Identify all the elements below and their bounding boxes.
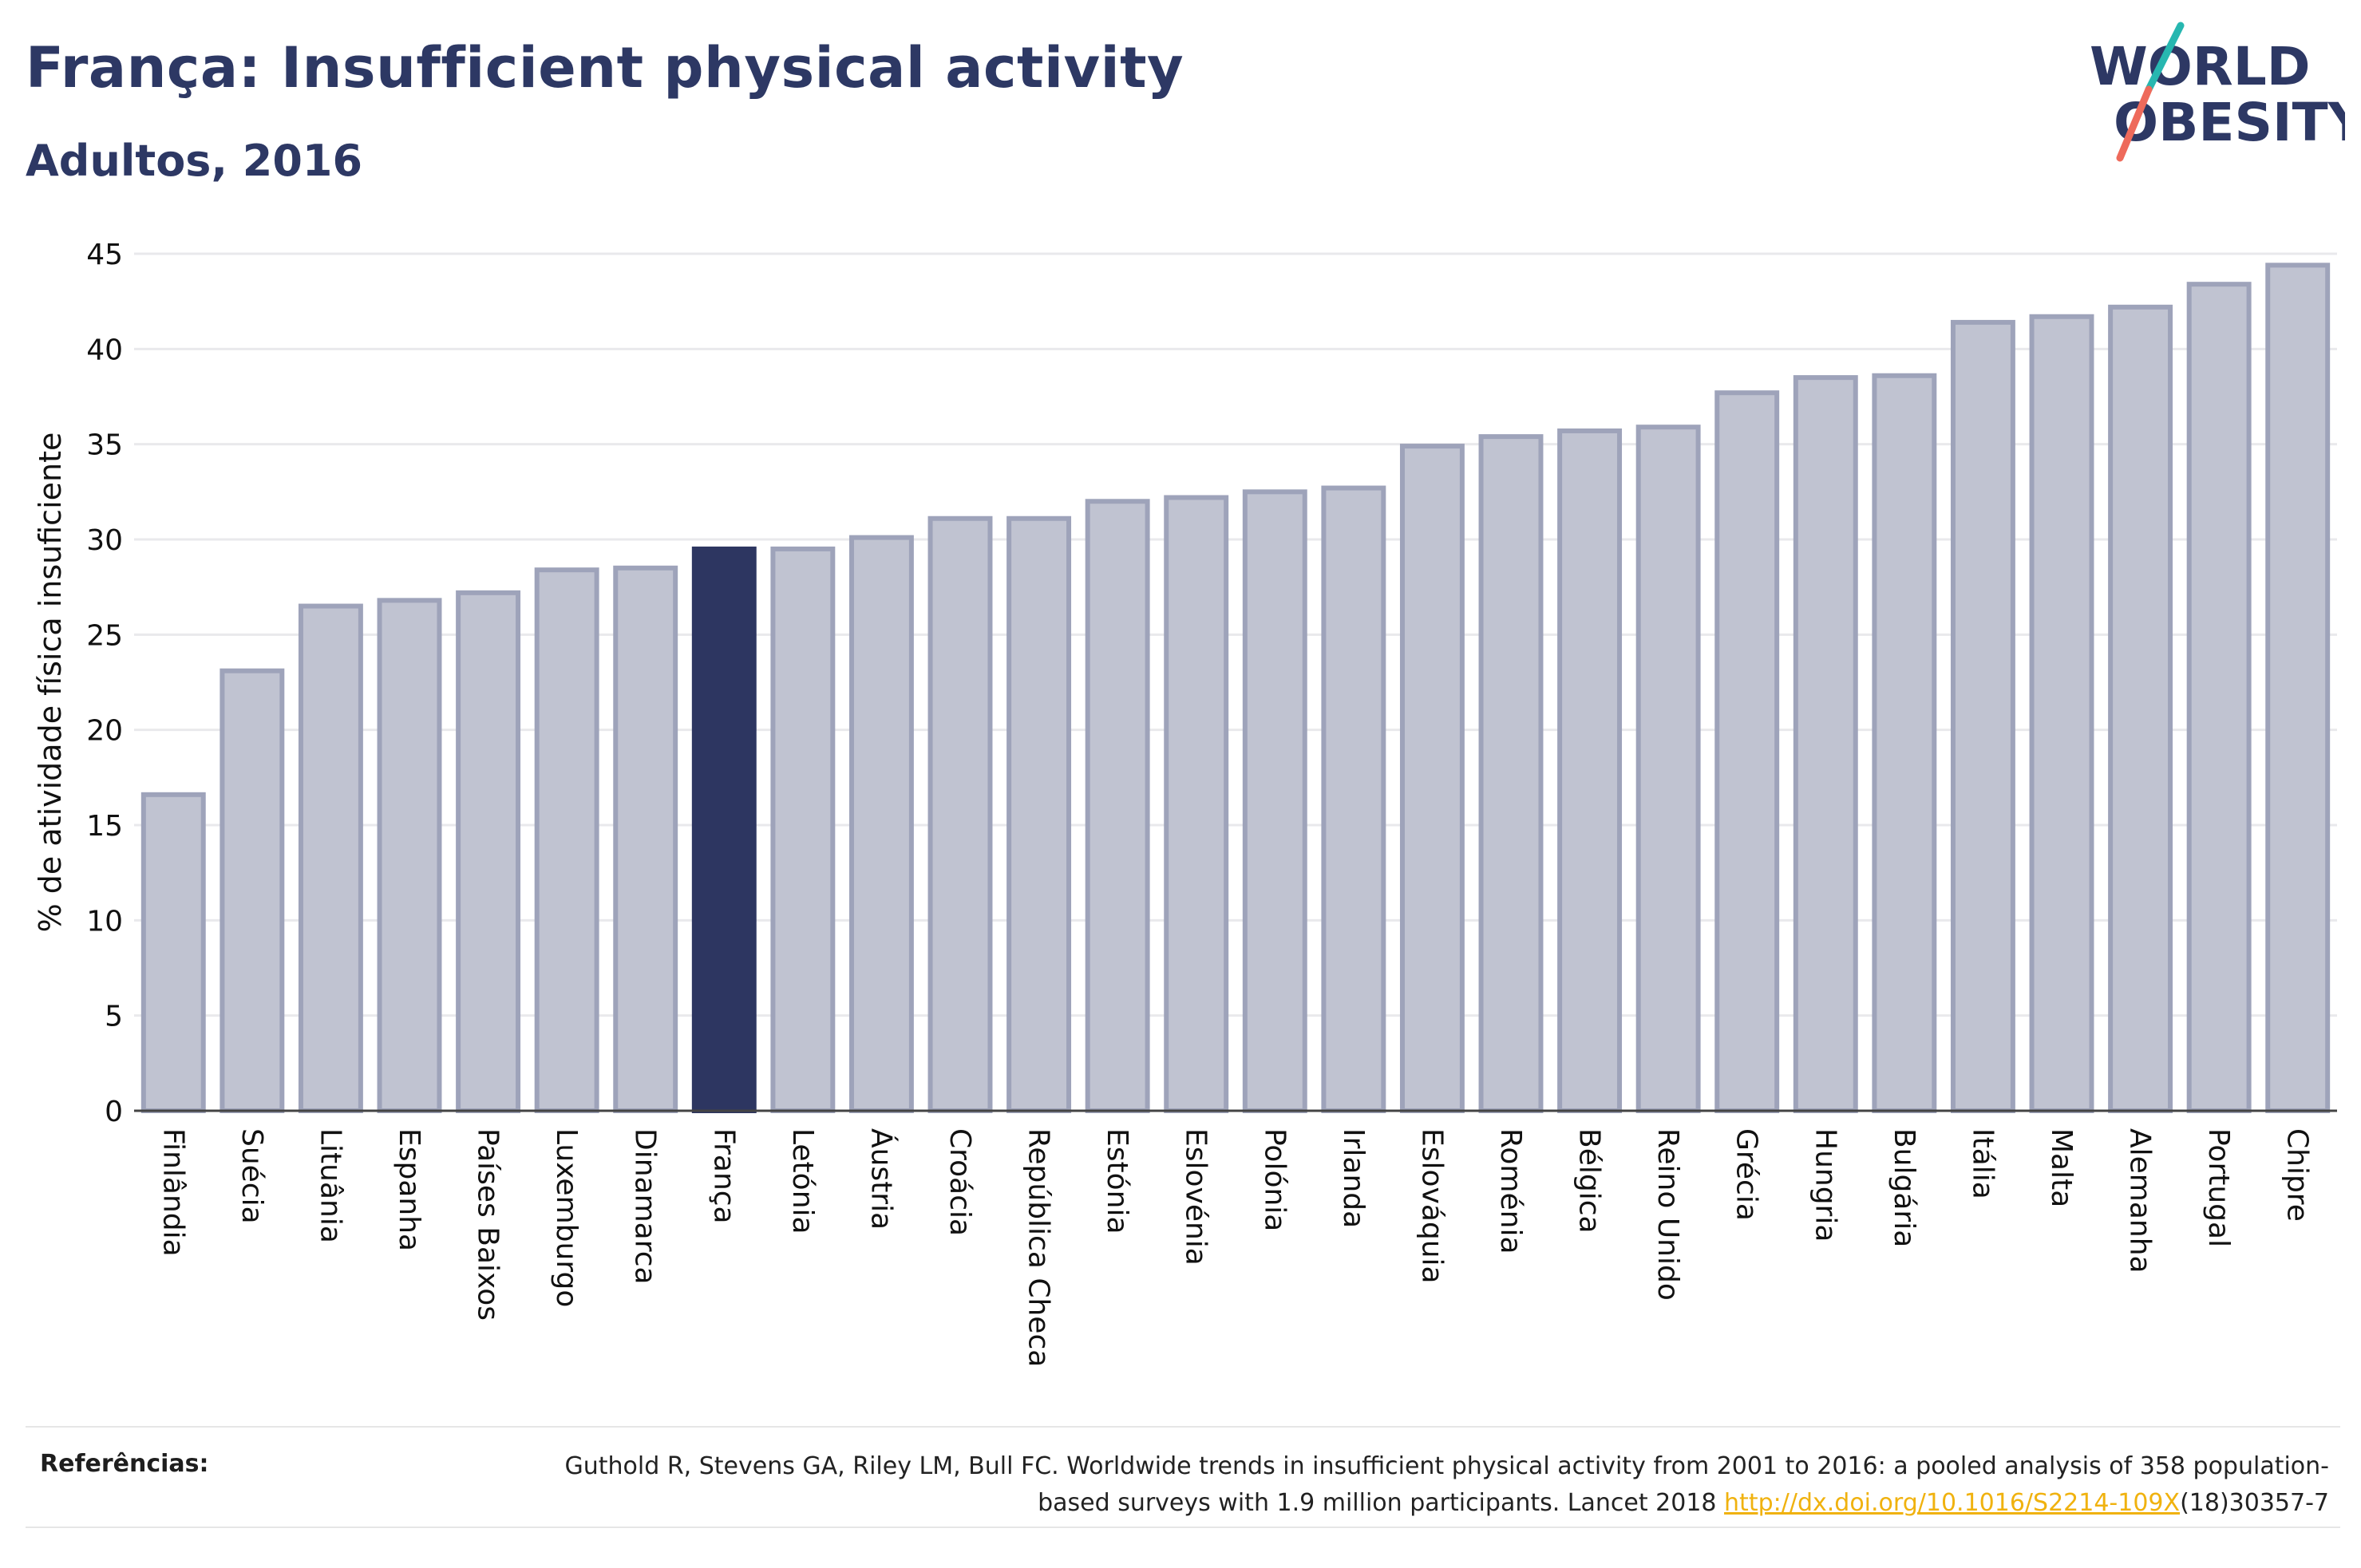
y-tick-labels: 0 5 10 15 20 25 30 35 40 45 [86, 239, 123, 1128]
logo-slash-teal [2145, 22, 2185, 93]
bar-áustria [848, 535, 914, 1113]
bar-roménia [1478, 434, 1544, 1113]
x-tick-label: Estónia [1101, 1128, 1133, 1234]
bar-dinamarca [613, 565, 678, 1113]
x-tick-label: Irlanda [1337, 1128, 1370, 1228]
bar-chipre [2265, 263, 2331, 1114]
y-tick-label: 40 [86, 334, 123, 366]
references-box: Referências: Guthold R, Stevens GA, Rile… [26, 1426, 2340, 1528]
reference-doi-link[interactable]: http://dx.doi.org/10.1016/S2214-109X [1724, 1489, 2181, 1517]
y-tick-label: 10 [86, 905, 123, 938]
x-tick-label: França [707, 1128, 740, 1224]
x-tick-label: Roménia [1494, 1128, 1527, 1254]
y-tick-label: 30 [86, 524, 123, 557]
x-tick-label: Malta [2045, 1128, 2078, 1207]
x-tick-label: Espanha [393, 1128, 425, 1251]
x-tick-label: Lituânia [314, 1128, 346, 1243]
y-tick-label: 5 [105, 1001, 123, 1033]
bar-países-baixos [456, 590, 521, 1113]
y-tick-label: 15 [86, 810, 123, 843]
bar-irlanda [1321, 485, 1386, 1113]
y-tick-label: 25 [86, 619, 123, 652]
logo-slash-coral [2116, 85, 2153, 162]
bar-bélgica [1557, 428, 1623, 1113]
x-tick-label: Croácia [943, 1128, 976, 1236]
logo-line1: WORLD [2090, 36, 2311, 97]
bar-itália [1950, 319, 2015, 1114]
bar-lituânia [298, 603, 363, 1113]
bar-luxemburgo [534, 567, 599, 1113]
y-tick-label: 0 [105, 1096, 123, 1128]
bar-alemanha [2108, 304, 2173, 1113]
chart-title: França: Insufficient physical activity [26, 35, 1184, 101]
bar-república-checa [1006, 515, 1072, 1113]
x-tick-label: Bulgária [1888, 1128, 1920, 1247]
world-obesity-logo: WORLD OBESITY [2090, 22, 2345, 162]
bar-reino-unido [1635, 425, 1701, 1113]
x-tick-label: Portugal [2202, 1128, 2235, 1247]
bar-eslováquia [1399, 444, 1465, 1113]
references-label: Referências: [40, 1450, 209, 1478]
x-tick-label: Suécia [235, 1128, 268, 1224]
x-tick-label: Eslováquia [1415, 1128, 1448, 1284]
bar-chart: 0 5 10 15 20 25 30 35 40 45 Finlândia Suécia Lituân… [33, 239, 2337, 1367]
x-tick-label: Letónia [786, 1128, 819, 1234]
x-tick-label: Luxemburgo [550, 1128, 583, 1307]
bar-hungria [1793, 375, 1858, 1113]
bar-polónia [1242, 489, 1307, 1113]
x-tick-label: Áustria [864, 1128, 898, 1230]
bar-suécia [219, 668, 285, 1113]
x-tick-label: Dinamarca [629, 1128, 662, 1285]
bar-bulgária [1872, 373, 1937, 1114]
x-tick-label: Reino Unido [1651, 1128, 1684, 1301]
x-tick-labels: Finlândia Suécia Lituânia Espanha Países Bai… [156, 1128, 2313, 1367]
bars [140, 263, 2331, 1114]
reference-citation: Guthold R, Stevens GA, Riley LM, Bull FC… [564, 1452, 2329, 1517]
logo-line2: OBESITY [2114, 92, 2345, 153]
bar-espanha [377, 598, 442, 1113]
y-tick-label: 20 [86, 715, 123, 748]
x-tick-label: Bélgica [1573, 1128, 1606, 1234]
x-tick-label: Polónia [1258, 1128, 1291, 1231]
x-tick-label: Hungria [1809, 1128, 1841, 1242]
bar-finlândia [140, 792, 206, 1114]
bar-estónia [1085, 499, 1150, 1113]
x-tick-label: Alemanha [2124, 1128, 2157, 1274]
bar-malta [2029, 314, 2094, 1113]
y-axis-label: % de atividade física insuficiente [33, 432, 68, 933]
bar-frança [691, 546, 757, 1113]
bar-grécia [1714, 390, 1780, 1113]
x-tick-label: Países Baixos [472, 1128, 504, 1321]
x-tick-label: República Checa [1022, 1128, 1055, 1367]
references-text: Guthold R, Stevens GA, Riley LM, Bull FC… [493, 1448, 2329, 1522]
x-tick-label: Eslovénia [1180, 1128, 1212, 1266]
x-tick-label: Itália [1966, 1128, 1999, 1199]
x-tick-label: Chipre [2281, 1128, 2314, 1222]
y-tick-label: 45 [86, 239, 123, 271]
reference-citation-end: (18)30357-7 [2180, 1489, 2329, 1517]
bar-croácia [927, 515, 993, 1113]
x-tick-label: Grécia [1730, 1128, 1763, 1221]
chart-subtitle: Adultos, 2016 [26, 136, 363, 186]
bar-eslovénia [1164, 495, 1229, 1113]
bar-letónia [770, 546, 836, 1113]
bar-portugal [2186, 282, 2252, 1114]
y-tick-label: 35 [86, 429, 123, 462]
x-tick-label: Finlândia [156, 1128, 189, 1257]
